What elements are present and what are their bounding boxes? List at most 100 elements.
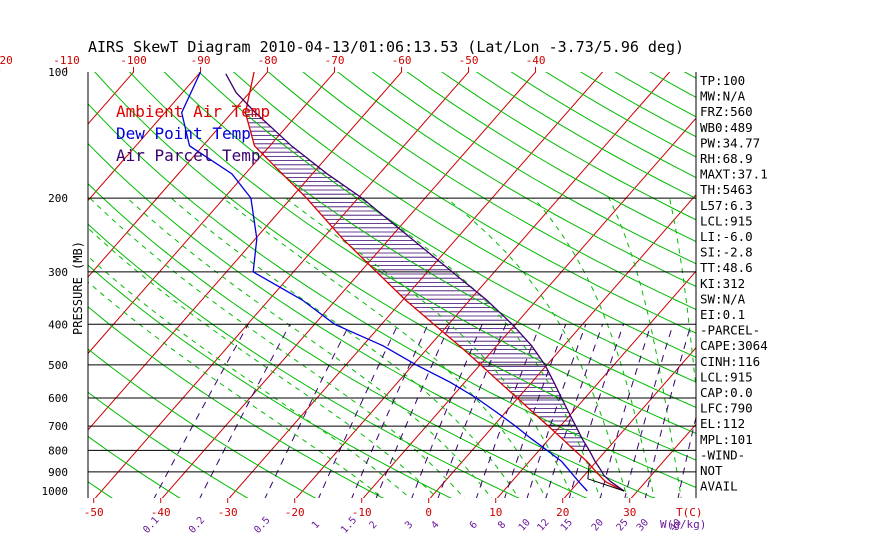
moist-adiabat-line xyxy=(88,255,411,498)
mixing-ratio-tick-label: 0.5 xyxy=(252,515,272,536)
moist-adiabat-line xyxy=(88,227,438,498)
legend: Ambient Air Temp Dew Point Temp Air Parcel… xyxy=(116,102,270,165)
sounding-index-label: MW:N/A xyxy=(700,89,746,104)
top-temp-tick-label: -50 xyxy=(459,54,479,67)
moist-adiabat-line xyxy=(88,281,384,498)
dry-adiabat-line xyxy=(94,72,696,461)
mixing-ratio-tick-label: 30 xyxy=(635,517,651,533)
moist-adiabat-line xyxy=(170,197,520,498)
sounding-index-label: PW:34.77 xyxy=(700,135,760,150)
pressure-tick-label: 1000 xyxy=(42,485,69,498)
sounding-index-label: CAPE:3064 xyxy=(700,338,768,353)
surface-trace-line xyxy=(587,463,625,492)
pressure-tick-label: 600 xyxy=(48,392,68,405)
dry-adiabat-line xyxy=(163,72,696,408)
sounding-index-label: TH:5463 xyxy=(700,182,753,197)
pressure-axis: 100 200 300 400 500 600 700 800 900 1000 xyxy=(42,66,69,498)
mixing-ratio-tick-label: 3 xyxy=(403,519,415,531)
top-temp-tick-label: -80 xyxy=(258,54,278,67)
top-temp-tick-label: -100 xyxy=(120,54,147,67)
mixing-ratio-line xyxy=(437,324,507,498)
sounding-index-label: WB0:489 xyxy=(700,120,753,135)
pressure-tick-label: 500 xyxy=(48,359,68,372)
sounding-index-label: SI:-2.8 xyxy=(700,245,753,260)
isobars xyxy=(88,197,696,473)
dry-adiabat-line xyxy=(371,72,696,265)
mixing-ratio-tick-label: 6 xyxy=(468,519,480,531)
dry-adiabat-line xyxy=(475,72,696,200)
dry-adiabat-line xyxy=(302,72,696,311)
chart-title: AIRS SkewT Diagram 2010-04-13/01:06:13.5… xyxy=(88,38,684,56)
mixing-ratio-line xyxy=(644,324,692,498)
pressure-tick-label: 900 xyxy=(48,466,68,479)
wind-trace xyxy=(587,463,625,492)
mixing-ratio-line xyxy=(545,324,604,498)
pressure-tick-label: 400 xyxy=(48,318,68,331)
bottom-temp-tick-label: -30 xyxy=(218,506,238,519)
dry-adiabat-line xyxy=(441,72,696,221)
moist-adiabat-line xyxy=(222,197,547,498)
moist-adiabat-line xyxy=(446,197,628,498)
mixing-ratio-tick-label: 20 xyxy=(590,517,606,533)
pressure-tick-label: 300 xyxy=(48,266,68,279)
pressure-tick-label: 100 xyxy=(48,66,68,79)
top-temp-tick-label: -60 xyxy=(392,54,412,67)
bottom-temp-tick-label: 0 xyxy=(425,506,432,519)
mixing-ratio-tick-label: 10 xyxy=(517,517,533,533)
sounding-index-label: LCL:915 xyxy=(700,369,753,384)
pressure-tick-label: 800 xyxy=(48,444,68,457)
sounding-index-label: KI:312 xyxy=(700,276,745,291)
mixing-ratio-line xyxy=(199,324,291,498)
dry-adiabat-line xyxy=(198,72,696,383)
mixing-ratio-line xyxy=(475,324,541,498)
mixing-ratio-line xyxy=(526,324,587,498)
series-line xyxy=(225,73,625,492)
dry-adiabat-line xyxy=(337,72,696,287)
bottom-temp-tick-label: -40 xyxy=(151,506,171,519)
moist-adiabat-line xyxy=(360,197,601,498)
top-temp-axis: -120 -110 -100 -90 -80 -70 -60 -50 -40 xyxy=(0,54,545,72)
y-axis-label: PRESSURE (MB) xyxy=(71,241,85,335)
mixing-ratio-line xyxy=(375,324,451,498)
bottom-temp-axis: -50 -40 -30 -20 -10 0 10 20 30 xyxy=(84,498,636,519)
moist-adiabat-line xyxy=(608,197,682,498)
dry-adiabat-line xyxy=(88,183,588,498)
top-temp-tick-label: -90 xyxy=(191,54,211,67)
mixing-ratio-tick-label: 15 xyxy=(559,517,575,533)
mixing-ratio-tick-label: 4 xyxy=(429,519,441,531)
isotherm-line xyxy=(762,42,870,501)
isotherm-line xyxy=(0,42,25,501)
sounding-indices: TP:100MW:N/AFRZ:560WB0:489PW:34.77RH:68.… xyxy=(700,73,768,494)
mixing-ratio-unit-label: W(g/kg) xyxy=(660,518,706,531)
legend-entry: Ambient Air Temp xyxy=(116,102,270,121)
moist-adiabat-line xyxy=(533,197,655,498)
isotherm-line xyxy=(630,423,696,498)
series-line xyxy=(181,72,588,492)
bottom-temp-tick-label: 20 xyxy=(556,506,569,519)
sounding-index-label: L57:6.3 xyxy=(700,198,753,213)
dry-adiabat-line xyxy=(267,72,696,334)
bottom-temp-tick-label: -20 xyxy=(285,506,305,519)
dry-adiabat-line xyxy=(406,72,696,243)
moist-adiabat-line xyxy=(285,197,574,498)
sounding-index-label: -WIND- xyxy=(700,447,745,462)
top-temp-tick-label: -110 xyxy=(53,54,80,67)
mixing-ratio-tick-label: 0.2 xyxy=(187,515,207,536)
sounding-index-label: TT:48.6 xyxy=(700,260,753,275)
mixing-ratio-line xyxy=(351,324,429,498)
isotherm-line xyxy=(829,42,870,501)
legend-entry: Dew Point Temp xyxy=(116,124,251,143)
mixing-ratio-line xyxy=(568,324,624,498)
mixing-ratio-tick-label: 8 xyxy=(496,519,508,531)
mixing-ratio-line xyxy=(318,324,399,498)
mixing-ratio-tick-label: 12 xyxy=(535,517,551,533)
isotherm-line xyxy=(563,346,696,498)
dry-adiabat-line xyxy=(232,72,696,358)
sounding-index-label: MAXT:37.1 xyxy=(700,167,768,182)
top-temp-tick-label: -120 xyxy=(0,54,13,67)
mixing-ratio-tick-label: 1 xyxy=(310,519,322,531)
mixing-ratio-line xyxy=(599,324,652,498)
sounding-index-label: CINH:116 xyxy=(700,354,760,369)
sounding-index-label: SW:N/A xyxy=(700,291,746,306)
